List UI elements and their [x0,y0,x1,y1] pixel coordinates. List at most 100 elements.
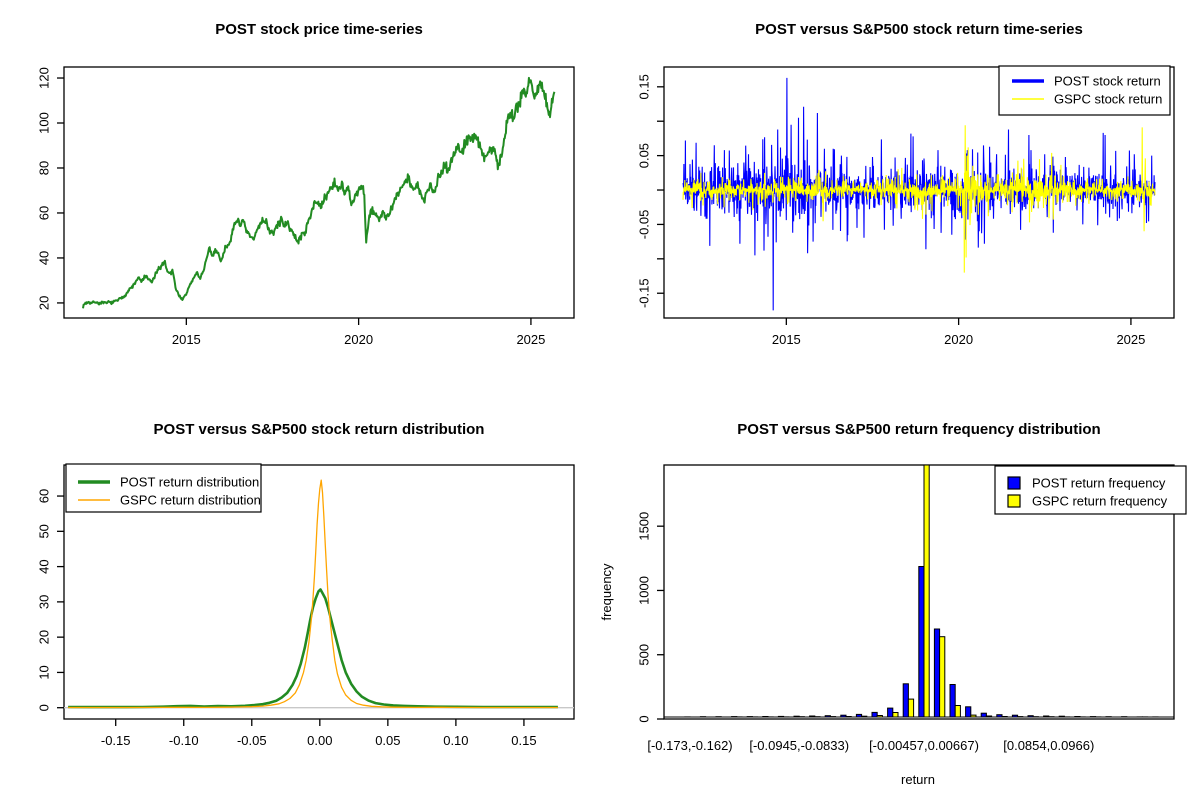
post-freq-bar [809,715,816,718]
y-tick-label: 40 [37,559,52,573]
y-tick-label: 10 [37,665,52,679]
post-freq-bar [965,706,972,718]
bin-range-label: [-0.0945,-0.0833) [749,738,849,753]
post-freq-bar [918,566,925,718]
x-tick-label: -0.15 [101,733,131,748]
y-tick-label: 50 [37,524,52,538]
panel3-xlabel: return [901,772,935,787]
post-freq-bar [887,707,894,718]
y-tick-label: 1000 [637,576,652,605]
gspc-return-series-line [682,125,1156,273]
x-tick-label: -0.10 [169,733,199,748]
y-tick-label: 60 [37,489,52,503]
post-density-line [68,588,558,709]
post-freq-bar [949,684,956,718]
y-tick-label: 120 [37,67,52,89]
post-freq-bar [1074,716,1081,718]
legend-label: POST return distribution [120,475,259,490]
gspc-freq-bar [985,715,993,718]
gspc-freq-bar [876,715,883,718]
y-tick-label: 20 [37,630,52,644]
gspc-freq-bar [892,712,899,718]
plot-border [663,66,1175,319]
panel0-title: POST stock price time-series [215,21,423,38]
gspc-freq-bar [970,714,977,718]
post-freq-bar [855,713,863,718]
x-tick-label: 0.10 [443,733,468,748]
legend-box [65,463,262,513]
post-freq-bar [1043,715,1050,718]
x-tick-label: 2025 [1116,332,1145,347]
legend-swatch-box [1007,476,1021,490]
panel3-title: POST versus S&P500 return frequency dist… [737,421,1100,438]
y-tick-label: 40 [37,251,52,265]
gspc-freq-bar [954,705,961,718]
panel3-ylabel: frequency [599,563,614,621]
legend-swatch-box [1007,494,1021,508]
x-tick-label: 0.05 [375,733,400,748]
x-tick-label: 2025 [516,332,545,347]
post-freq-bar [902,683,909,718]
post-freq-bar [762,716,769,718]
post-freq-bar [996,714,1003,718]
x-tick-label: -0.05 [237,733,267,748]
legend-box [998,65,1171,116]
bin-range-label: [0.0854,0.0966) [1003,738,1094,753]
y-tick-label: 0.05 [637,143,652,168]
post-freq-bar [824,715,831,718]
post-freq-bar [840,714,847,718]
panel-post-price-timeseries: POST stock price time-series 2015 2020 202… [37,21,575,347]
bin-range-label: [-0.00457,0.00667) [869,738,979,753]
plot-border [63,464,575,720]
legend-label: GSPC return distribution [120,493,261,508]
y-tick-label: 20 [37,296,52,310]
post-freq-bar [871,711,878,718]
gspc-freq-bar [1001,716,1008,718]
gspc-density-line [68,479,558,709]
x-tick-label: 0.00 [307,733,332,748]
legend-label: GSPC stock return [1054,92,1162,107]
legend-box [994,465,1187,515]
panel-return-timeseries: POST versus S&P500 stock return time-ser… [637,21,1175,347]
post-freq-bar [777,715,785,718]
plot-border [663,464,1175,720]
post-price-series-line [82,76,556,309]
legend-label: GSPC return frequency [1032,494,1168,509]
legend-label: POST return frequency [1032,476,1166,491]
y-tick-label: 0 [37,704,52,711]
x-tick-label: 2015 [772,332,801,347]
y-tick-label: 0.15 [637,74,652,99]
x-tick-label: 2020 [944,332,973,347]
gspc-freq-bar [907,698,915,718]
y-tick-label: 0 [637,715,652,722]
panel-return-distribution: POST versus S&P500 stock return distribu… [37,421,575,748]
post-freq-bar [1011,714,1019,718]
x-tick-label: 0.15 [511,733,536,748]
plot-border [63,66,575,319]
y-tick-label: 30 [37,595,52,609]
bin-range-label: [-0.173,-0.162) [647,738,732,753]
y-tick-label: -0.05 [637,210,652,240]
gspc-freq-bar [923,464,930,718]
x-tick-label: 2015 [172,332,201,347]
gspc-freq-bar [939,636,946,718]
y-tick-label: 60 [37,206,52,220]
y-tick-label: 500 [637,644,652,666]
x-tick-label: 2020 [344,332,373,347]
post-freq-bar [1027,715,1034,718]
post-freq-bar [1058,715,1065,718]
legend-label: POST stock return [1054,74,1161,89]
y-tick-label: 1500 [637,512,652,541]
panel2-title: POST versus S&P500 stock return distribu… [154,421,485,438]
gspc-freq-bar [861,715,868,718]
y-tick-label: -0.15 [637,278,652,308]
post-freq-bar [933,628,941,718]
panel-return-frequency: POST versus S&P500 return frequency dist… [599,421,1187,787]
y-tick-label: 80 [37,161,52,175]
panel1-title: POST versus S&P500 stock return time-ser… [755,21,1083,38]
y-tick-label: 100 [37,112,52,134]
post-freq-bar [980,712,987,718]
gspc-freq-bar [845,716,852,718]
